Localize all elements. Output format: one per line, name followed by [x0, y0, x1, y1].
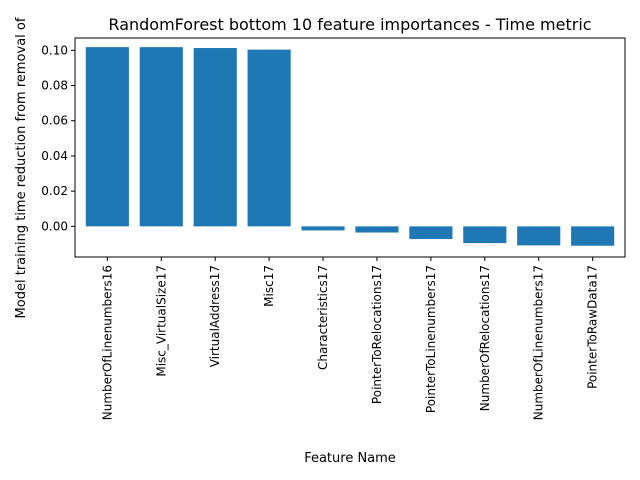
axes-frame — [74, 37, 626, 258]
y-tick-label: 0.04 — [41, 149, 68, 163]
chart-title: RandomForest bottom 10 feature importanc… — [108, 15, 591, 34]
bar-PointerToLinenumbers17 — [409, 226, 453, 240]
bar-NumberOfLinenumbers17 — [517, 226, 561, 246]
y-tick-label: 0.06 — [41, 114, 68, 128]
bar-Characteristics17 — [301, 226, 345, 231]
x-tick-label: PointerToRelocations17 — [370, 265, 384, 404]
x-tick-label: PointerToLinenumbers17 — [424, 265, 438, 413]
bar-Misc_VirtualSize17 — [139, 47, 183, 227]
bar-VirtualAddress17 — [193, 48, 237, 227]
y-axis-label: Model training time reduction from remov… — [14, 17, 29, 318]
x-axis-ticks: NumberOfLinenumbers16 Misc_VirtualSize17 V… — [100, 257, 600, 420]
bars-group — [85, 47, 615, 246]
y-tick-label: 0.08 — [41, 79, 68, 93]
bar-NumberOfRelocations17 — [463, 226, 507, 244]
x-tick-label: VirtualAddress17 — [208, 265, 222, 367]
y-axis-ticks: 0.00 0.02 0.04 0.06 0.08 0.10 — [41, 43, 75, 233]
bar-NumberOfLinenumbers16 — [85, 47, 129, 227]
x-tick-label: NumberOfLinenumbers16 — [100, 265, 114, 420]
bar-Misc17 — [247, 49, 291, 227]
x-tick-label: NumberOfRelocations17 — [478, 265, 492, 411]
y-tick-label: 0.00 — [41, 219, 68, 233]
y-tick-label: 0.02 — [41, 184, 68, 198]
bar-PointerToRelocations17 — [355, 226, 399, 233]
bar-PointerToRawData17 — [571, 226, 615, 246]
x-tick-label: PointerToRawData17 — [586, 265, 600, 389]
x-tick-label: NumberOfLinenumbers17 — [532, 265, 546, 420]
x-axis-label: Feature Name — [304, 451, 396, 466]
x-tick-label: Misc17 — [262, 265, 276, 307]
x-tick-label: Misc_VirtualSize17 — [154, 265, 168, 377]
y-tick-label: 0.10 — [41, 43, 68, 57]
x-tick-label: Characteristics17 — [316, 265, 330, 370]
